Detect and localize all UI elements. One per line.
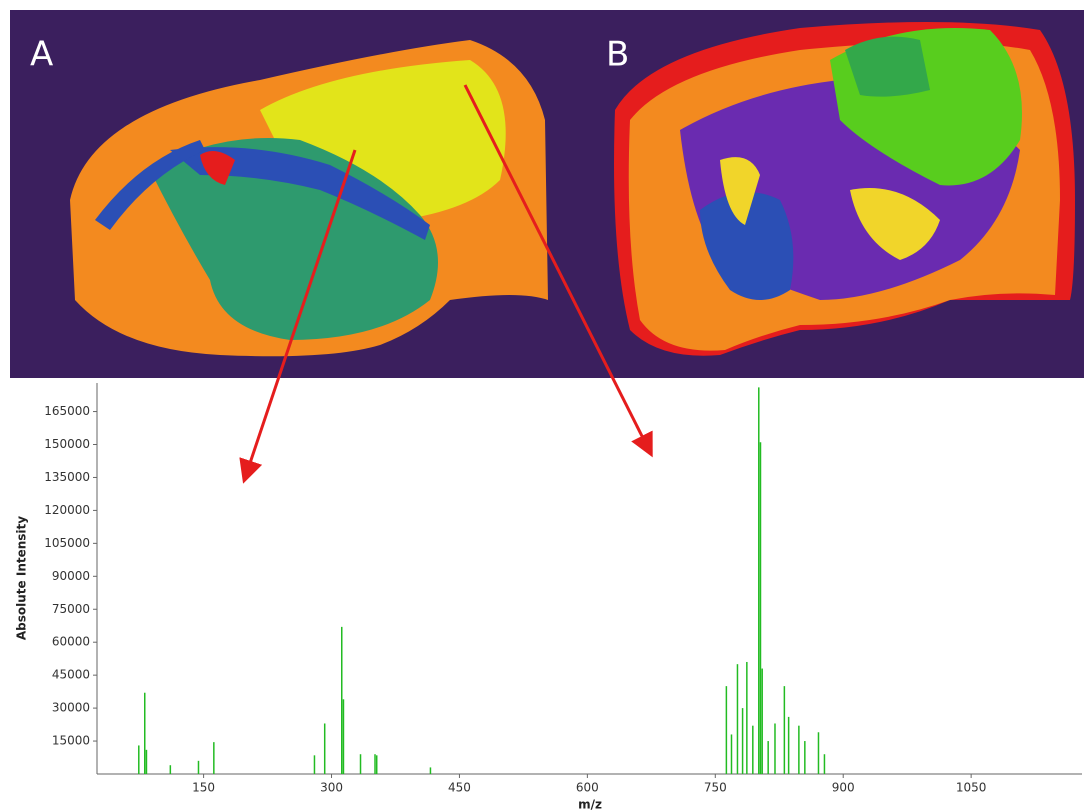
y-tick-label: 75000 xyxy=(52,602,90,616)
arrow xyxy=(463,84,653,458)
y-tick-label: 120000 xyxy=(44,503,90,517)
x-axis-title: m/z xyxy=(578,798,602,812)
x-tick-label: 150 xyxy=(192,781,215,795)
y-tick-label: 90000 xyxy=(52,569,90,583)
y-tick-label: 135000 xyxy=(44,470,90,484)
y-tick-label: 165000 xyxy=(44,404,90,418)
image-a xyxy=(10,10,592,378)
y-tick-label: 45000 xyxy=(52,668,90,682)
image-b xyxy=(592,10,1084,378)
y-axis-title: Absolute Intensity xyxy=(15,516,29,640)
y-tick-label: 105000 xyxy=(44,536,90,550)
panel-label: A xyxy=(30,35,53,75)
x-tick-label: 600 xyxy=(576,781,599,795)
x-tick-label: 750 xyxy=(704,781,727,795)
x-tick-label: 450 xyxy=(448,781,471,795)
y-tick-label: 150000 xyxy=(44,437,90,451)
x-tick-label: 1050 xyxy=(956,781,987,795)
arrow xyxy=(239,149,357,484)
x-tick-label: 300 xyxy=(320,781,343,795)
y-tick-label: 15000 xyxy=(52,734,90,748)
x-tick-label: 900 xyxy=(832,781,855,795)
y-tick-label: 60000 xyxy=(52,635,90,649)
panel-label: B xyxy=(606,35,629,75)
y-tick-label: 30000 xyxy=(52,701,90,715)
